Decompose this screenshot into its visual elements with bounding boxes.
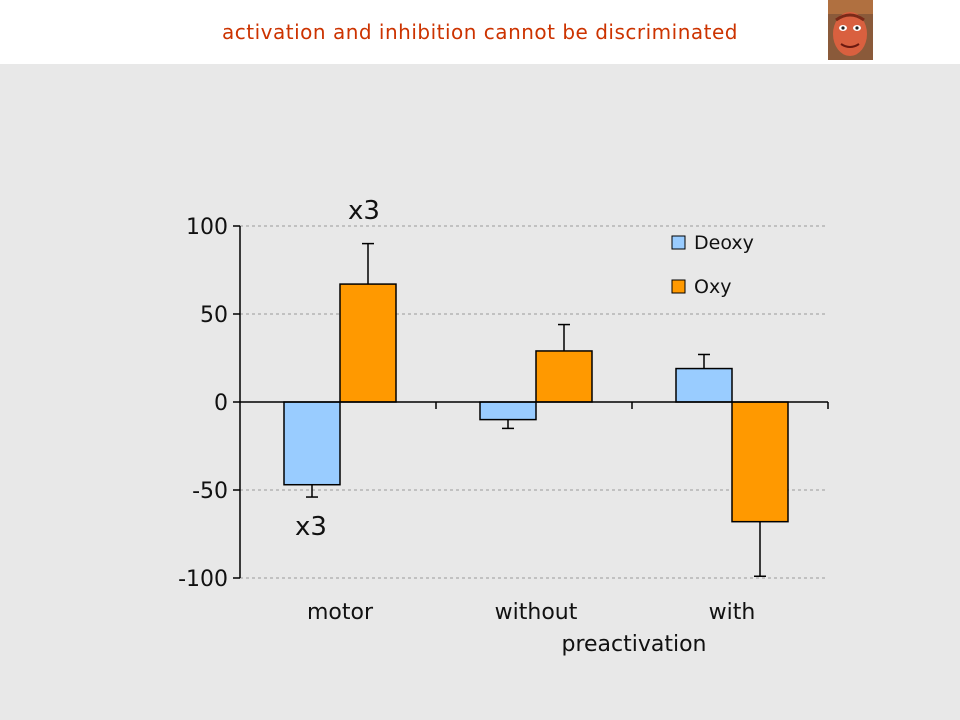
y-tick-labels: 100 50 0 -50 -100 (178, 215, 228, 592)
slide-title: activation and inhibition cannot be disc… (222, 20, 738, 44)
legend-label-deoxy: Deoxy (694, 232, 754, 254)
axes (233, 225, 829, 579)
legend-swatch-deoxy (671, 235, 686, 250)
y-tick-label: -50 (192, 479, 228, 504)
annotation-deoxy-motor: x3 (295, 512, 327, 542)
legend-label-oxy: Oxy (694, 276, 731, 298)
bar-deoxy-with (675, 367, 733, 403)
bar-oxy-with (731, 401, 789, 523)
y-tick-label: 100 (186, 215, 228, 240)
x-tick-label-without: without (494, 600, 578, 625)
portrait-image (828, 0, 873, 60)
bars (283, 283, 789, 523)
bar-deoxy-motor (283, 401, 341, 486)
legend: Deoxy Oxy (671, 232, 754, 298)
annotation-oxy-motor: x3 (348, 196, 380, 226)
bar-oxy-without (535, 350, 593, 403)
x-tick-label-motor: motor (306, 600, 374, 625)
gridlines (240, 225, 828, 579)
y-tick-label: -100 (178, 567, 228, 592)
legend-swatch-oxy (671, 279, 686, 294)
x-tick-label-with: with (708, 600, 756, 625)
error-bars (306, 242, 766, 577)
bar-oxy-motor (339, 283, 397, 403)
y-tick-label: 50 (200, 303, 228, 328)
x-category-sublabel: preactivation (561, 632, 707, 657)
slide-header (0, 0, 960, 64)
annotations: x3 x3 (295, 196, 380, 542)
bar-deoxy-without (479, 401, 537, 421)
y-tick-label: 0 (214, 391, 228, 416)
